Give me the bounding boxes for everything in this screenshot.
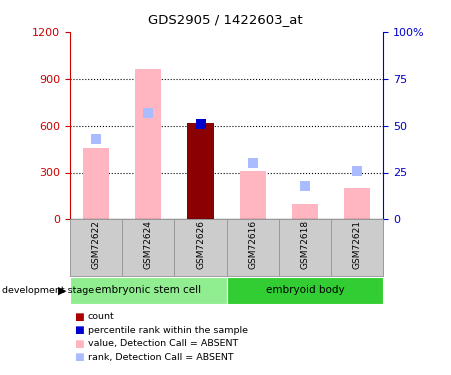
- Text: GSM72626: GSM72626: [196, 220, 205, 269]
- Bar: [239, 171, 266, 219]
- Point: [92, 136, 100, 142]
- Point: [249, 160, 256, 166]
- Text: rank, Detection Call = ABSENT: rank, Detection Call = ABSENT: [88, 353, 234, 362]
- Point: [145, 110, 152, 116]
- Text: ▶: ▶: [58, 286, 67, 296]
- Text: development stage: development stage: [2, 286, 94, 295]
- Bar: [70, 219, 122, 276]
- Bar: [331, 219, 383, 276]
- Bar: [226, 219, 279, 276]
- Text: percentile rank within the sample: percentile rank within the sample: [88, 326, 248, 335]
- Text: embryonic stem cell: embryonic stem cell: [95, 285, 201, 295]
- Bar: [188, 123, 214, 219]
- Text: ■: ■: [74, 339, 84, 349]
- Bar: [135, 69, 161, 219]
- Text: value, Detection Call = ABSENT: value, Detection Call = ABSENT: [88, 339, 238, 348]
- Bar: [122, 219, 175, 276]
- Text: ■: ■: [74, 312, 84, 322]
- Bar: [279, 219, 331, 276]
- Text: GSM72621: GSM72621: [353, 220, 362, 269]
- Bar: [344, 188, 370, 219]
- Text: GSM72616: GSM72616: [248, 220, 257, 269]
- Text: ■: ■: [74, 326, 84, 335]
- Bar: [83, 147, 109, 219]
- Text: count: count: [88, 312, 115, 321]
- Bar: [70, 277, 226, 304]
- Bar: [175, 219, 226, 276]
- Text: ■: ■: [74, 352, 84, 362]
- Text: GSM72624: GSM72624: [144, 220, 153, 269]
- Bar: [226, 277, 383, 304]
- Point: [301, 183, 308, 189]
- Bar: [292, 204, 318, 219]
- Text: embryoid body: embryoid body: [266, 285, 344, 295]
- Text: GSM72622: GSM72622: [92, 220, 101, 269]
- Point: [354, 168, 361, 174]
- Text: GDS2905 / 1422603_at: GDS2905 / 1422603_at: [148, 13, 303, 26]
- Text: GSM72618: GSM72618: [300, 220, 309, 269]
- Point: [197, 121, 204, 127]
